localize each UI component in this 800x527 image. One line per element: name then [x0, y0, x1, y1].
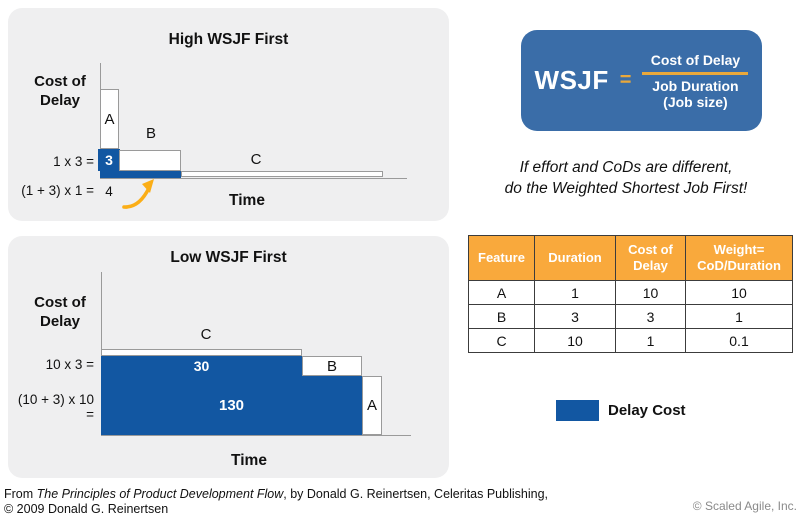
high-y-axis-label: Cost of Delay [34, 73, 86, 109]
table-cell: 1 [615, 328, 686, 353]
table-cell: 1 [685, 304, 793, 329]
high-calc2-value: 4 [105, 184, 113, 199]
table-header-duration: Duration [534, 235, 616, 281]
low-delay-cost-30: 30 [101, 356, 302, 376]
table-header-row: Feature Duration Cost of Delay Weight= C… [468, 235, 793, 281]
fraction-divider-line [642, 71, 749, 75]
delay-cost-legend-label: Delay Cost [608, 402, 686, 419]
wsjf-formula-box: WSJF = Cost of Delay Job Duration (Job s… [521, 30, 762, 131]
table-header-cost-of-delay: Cost of Delay [615, 235, 686, 281]
low-delay-cost-30-value: 30 [193, 358, 210, 374]
low-bar-b: B [302, 356, 362, 376]
table-cell: 10 [534, 328, 616, 353]
low-delay-cost-130-value: 130 [218, 397, 245, 414]
table-header-weight: Weight= CoD/Duration [685, 235, 793, 281]
table-row: A 1 10 10 [468, 280, 793, 305]
attribution-footer: From The Principles of Product Developme… [4, 487, 548, 517]
low-delay-cost-130: 130 [101, 376, 362, 435]
tagline: If effort and CoDs are different, do the… [504, 159, 748, 197]
high-wsjf-panel: High WSJF First Cost of Delay A 3 B C 1 … [8, 8, 449, 221]
scaled-agile-copyright: © Scaled Agile, Inc. [692, 499, 797, 513]
attribution-line1: From The Principles of Product Developme… [4, 487, 548, 502]
low-bar-c-label: C [200, 326, 212, 343]
yellow-arrow-icon [122, 179, 154, 209]
table-row: C 10 1 0.1 [468, 328, 793, 353]
high-x-axis-title: Time [229, 192, 265, 209]
low-bar-c [101, 349, 302, 356]
formula-denominator: Job Duration (Job size) [652, 77, 739, 110]
table-cell: 10 [615, 280, 686, 305]
low-bar-b-label: B [326, 357, 337, 375]
low-x-axis-title: Time [231, 452, 267, 469]
high-x-axis-line [100, 178, 407, 179]
high-delay-cost-3: 3 [98, 149, 120, 171]
high-calc1: 1 x 3 = [53, 154, 94, 169]
attribution-line2: © 2009 Donald G. Reinertsen [4, 502, 169, 516]
high-bar-b-label: B [145, 125, 156, 142]
formula-numerator: Cost of Delay [650, 51, 741, 68]
attribution-prefix: From [4, 487, 37, 501]
table-cell: 3 [615, 304, 686, 329]
low-wsjf-panel: Low WSJF First Cost of Delay C 30 B 130 … [8, 236, 449, 478]
table-cell: 3 [534, 304, 616, 329]
high-bar-c [181, 171, 383, 177]
formula-fraction: Cost of Delay Job Duration (Job size) [642, 51, 749, 110]
low-bar-a: A [362, 376, 382, 435]
wsjf-weight-table: Feature Duration Cost of Delay Weight= C… [468, 235, 793, 353]
table-header-feature: Feature [468, 235, 535, 281]
low-bar-a-label: A [366, 397, 377, 414]
table-row: B 3 3 1 [468, 304, 793, 329]
low-calc2: (10 + 3) x 10 = [17, 392, 94, 422]
formula-lhs: WSJF [534, 65, 609, 95]
book-title: The Principles of Product Development Fl… [36, 487, 284, 501]
table-cell: 10 [685, 280, 793, 305]
low-y-axis-label: Cost of Delay [34, 294, 86, 330]
table-cell: B [468, 304, 535, 329]
high-delay-cost-3-value: 3 [105, 152, 113, 168]
high-bar-a: A [100, 89, 119, 149]
delay-cost-swatch [556, 400, 599, 421]
high-delay-cost-4-strip [100, 171, 181, 178]
low-x-axis-line [101, 435, 411, 436]
high-chart-title: High WSJF First [168, 31, 289, 48]
attribution-suffix: , by Donald G. Reinertsen, Celeritas Pub… [283, 487, 548, 501]
formula-equals-sign: = [619, 69, 632, 91]
low-chart-title: Low WSJF First [170, 249, 287, 266]
table-cell: 0.1 [685, 328, 793, 353]
high-bar-a-label: A [104, 110, 115, 128]
table-cell: 1 [534, 280, 616, 305]
table-cell: C [468, 328, 535, 353]
high-bar-b [119, 150, 181, 171]
table-cell: A [468, 280, 535, 305]
low-calc1: 10 x 3 = [45, 357, 94, 372]
high-calc2: (1 + 3) x 1 = [21, 183, 94, 198]
high-bar-c-label: C [250, 151, 262, 168]
